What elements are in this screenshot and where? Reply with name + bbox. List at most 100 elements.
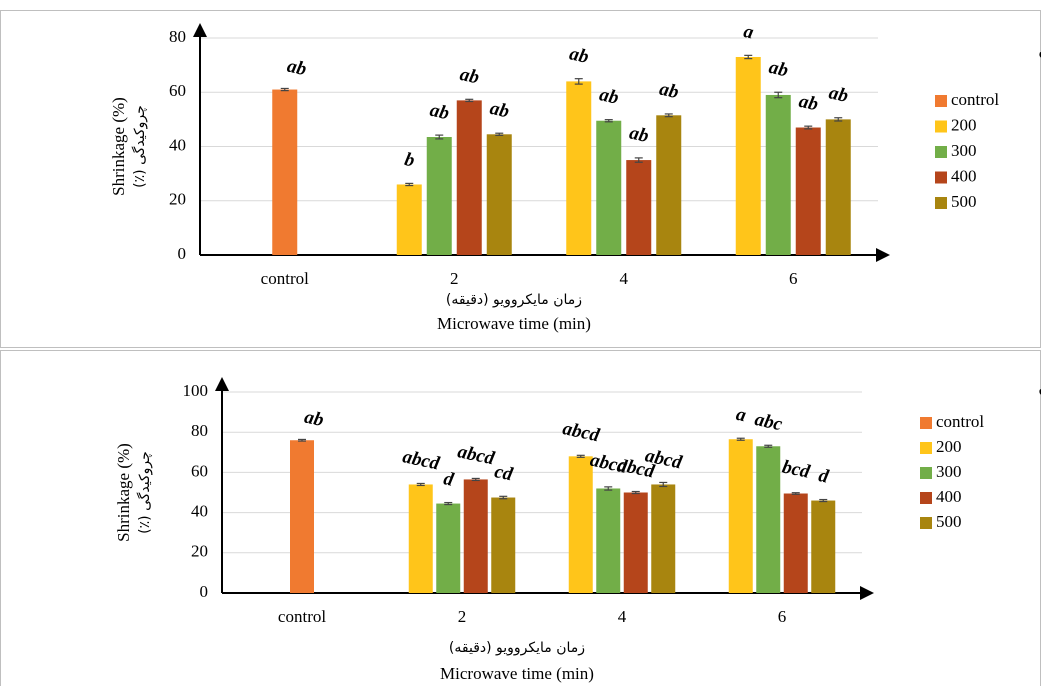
error-bar	[576, 454, 585, 458]
y-tick-label: 0	[178, 244, 187, 263]
legend-label: control	[936, 412, 984, 431]
y-tick-label: 60	[169, 81, 186, 100]
bar	[795, 127, 821, 255]
significance-letter: abcd	[561, 418, 602, 446]
y-tick-label: 40	[169, 135, 186, 154]
y-tick-label: 40	[191, 502, 208, 521]
significance-letter: ab	[302, 407, 325, 431]
bar	[735, 56, 761, 255]
significance-letter: ab	[827, 82, 850, 106]
x-tick-label: 4	[620, 269, 629, 288]
significance-letter: bcd	[780, 456, 812, 482]
significance-letter: abcd	[401, 446, 442, 474]
bar	[426, 137, 452, 255]
bar	[596, 120, 622, 255]
error-bar	[834, 117, 843, 122]
error-bar	[280, 87, 289, 92]
legend-swatch	[935, 95, 947, 107]
bar	[596, 488, 621, 593]
legend-label: 500	[936, 512, 962, 531]
panel-label: الف	[1038, 39, 1041, 64]
error-bar	[744, 54, 753, 60]
legend-label: 300	[951, 141, 977, 160]
y-axis-label: Shrinkage (%)	[109, 97, 128, 196]
significance-letter: ab	[428, 100, 451, 124]
error-bar	[804, 125, 813, 130]
x-axis-label: Microwave time (min)	[437, 314, 591, 333]
error-bar	[664, 113, 673, 118]
legend-label: 300	[936, 462, 962, 481]
y-tick-label: 60	[191, 461, 208, 480]
error-bar	[736, 437, 745, 441]
significance-letter: ab	[598, 84, 621, 108]
x-axis-label-fa: زمان مایکروویو (دقیقه)	[449, 640, 585, 656]
legend-swatch	[920, 442, 932, 454]
legend-swatch	[920, 467, 932, 479]
legend-swatch	[935, 146, 947, 158]
error-bar	[604, 119, 613, 123]
bar	[728, 439, 753, 593]
y-tick-label: 0	[200, 582, 209, 601]
significance-letter: ab	[628, 123, 651, 147]
bar	[656, 115, 682, 256]
bar	[396, 184, 422, 255]
y-tick-label: 20	[191, 542, 208, 561]
x-axis-label: Microwave time (min)	[440, 664, 594, 683]
bar	[568, 456, 593, 593]
bar	[486, 134, 512, 255]
significance-letter: ab	[767, 57, 790, 81]
legend-label: 400	[951, 166, 977, 185]
error-bar	[416, 482, 425, 487]
x-tick-label: 6	[789, 269, 798, 288]
legend-label: 200	[951, 115, 977, 134]
error-bar	[764, 444, 773, 448]
x-tick-label: control	[278, 607, 326, 626]
y-axis-label: Shrinkage (%)	[114, 443, 133, 542]
error-bar	[444, 501, 453, 506]
significance-letter: ab	[568, 43, 591, 67]
legend-swatch	[935, 171, 947, 184]
significance-letter: abc	[753, 409, 785, 435]
significance-letter: b	[403, 149, 417, 172]
bar	[756, 446, 781, 593]
error-bar	[495, 132, 504, 136]
bar	[811, 500, 836, 593]
x-tick-label: 6	[778, 607, 787, 626]
bar	[491, 497, 516, 593]
x-tick-label: 2	[450, 269, 459, 288]
y-axis-label-fa: چروکیدگی (٪)	[131, 105, 148, 188]
bar	[408, 484, 433, 593]
panel-border	[0, 350, 1041, 686]
y-tick-label: 20	[169, 190, 186, 209]
significance-letter: d	[442, 468, 456, 491]
error-bar	[659, 481, 668, 488]
significance-letter: d	[817, 465, 831, 488]
x-axis-label-fa: زمان مایکروویو (دقیقه)	[446, 292, 582, 308]
error-bar	[791, 492, 800, 495]
bar	[436, 503, 461, 593]
legend-swatch	[920, 517, 932, 529]
significance-letter: ab	[797, 91, 820, 115]
error-bar	[435, 134, 444, 140]
significance-letter: ab	[285, 56, 308, 80]
legend-label: 400	[936, 487, 962, 506]
legend-label: 500	[951, 192, 977, 211]
x-tick-label: 2	[458, 607, 467, 626]
legend-swatch	[935, 197, 947, 209]
error-bar	[604, 486, 613, 491]
bar	[783, 493, 808, 593]
y-axis-label-fa: چروکیدگی (٪)	[136, 451, 153, 534]
significance-letter: ab	[658, 79, 681, 103]
bar	[825, 119, 851, 255]
error-bar	[465, 98, 474, 103]
error-bar	[774, 91, 783, 99]
y-tick-label: 80	[169, 27, 186, 46]
legend-label: 200	[936, 437, 962, 456]
error-bar	[471, 477, 480, 482]
significance-letter: cd	[493, 461, 515, 485]
error-bar	[298, 438, 306, 442]
significance-letter: abcd	[456, 441, 497, 469]
bar	[456, 100, 482, 255]
bar	[651, 484, 676, 593]
